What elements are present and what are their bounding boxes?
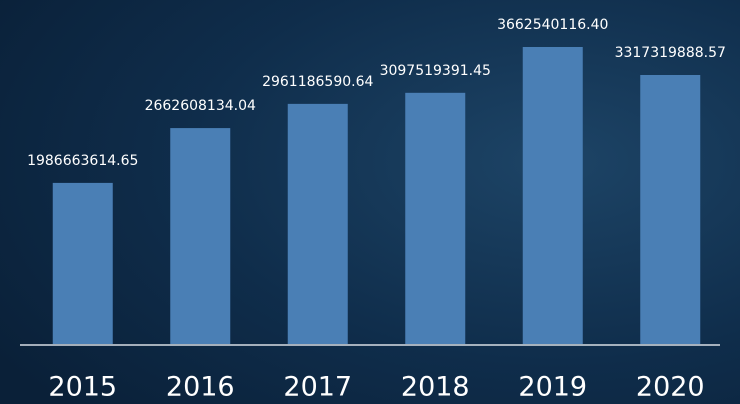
bar [287, 103, 348, 344]
bar [522, 47, 583, 344]
x-tick-label: 2016 [166, 372, 235, 403]
x-tick-label: 2015 [48, 372, 117, 403]
value-label: 3662540116.40 [497, 17, 608, 33]
value-label: 1986663614.65 [27, 153, 138, 169]
bar [405, 92, 466, 345]
bar [52, 182, 113, 344]
x-tick-label: 2020 [636, 372, 705, 403]
value-label: 3097519391.45 [380, 63, 491, 79]
bar [170, 128, 231, 344]
x-tick-label: 2019 [518, 372, 587, 403]
x-tick-label: 2017 [283, 372, 352, 403]
value-label: 3317319888.57 [615, 45, 726, 61]
value-label: 2662608134.04 [145, 98, 256, 114]
value-label: 2961186590.64 [262, 74, 373, 90]
x-tick-label: 2018 [401, 372, 470, 403]
bar [640, 74, 701, 344]
